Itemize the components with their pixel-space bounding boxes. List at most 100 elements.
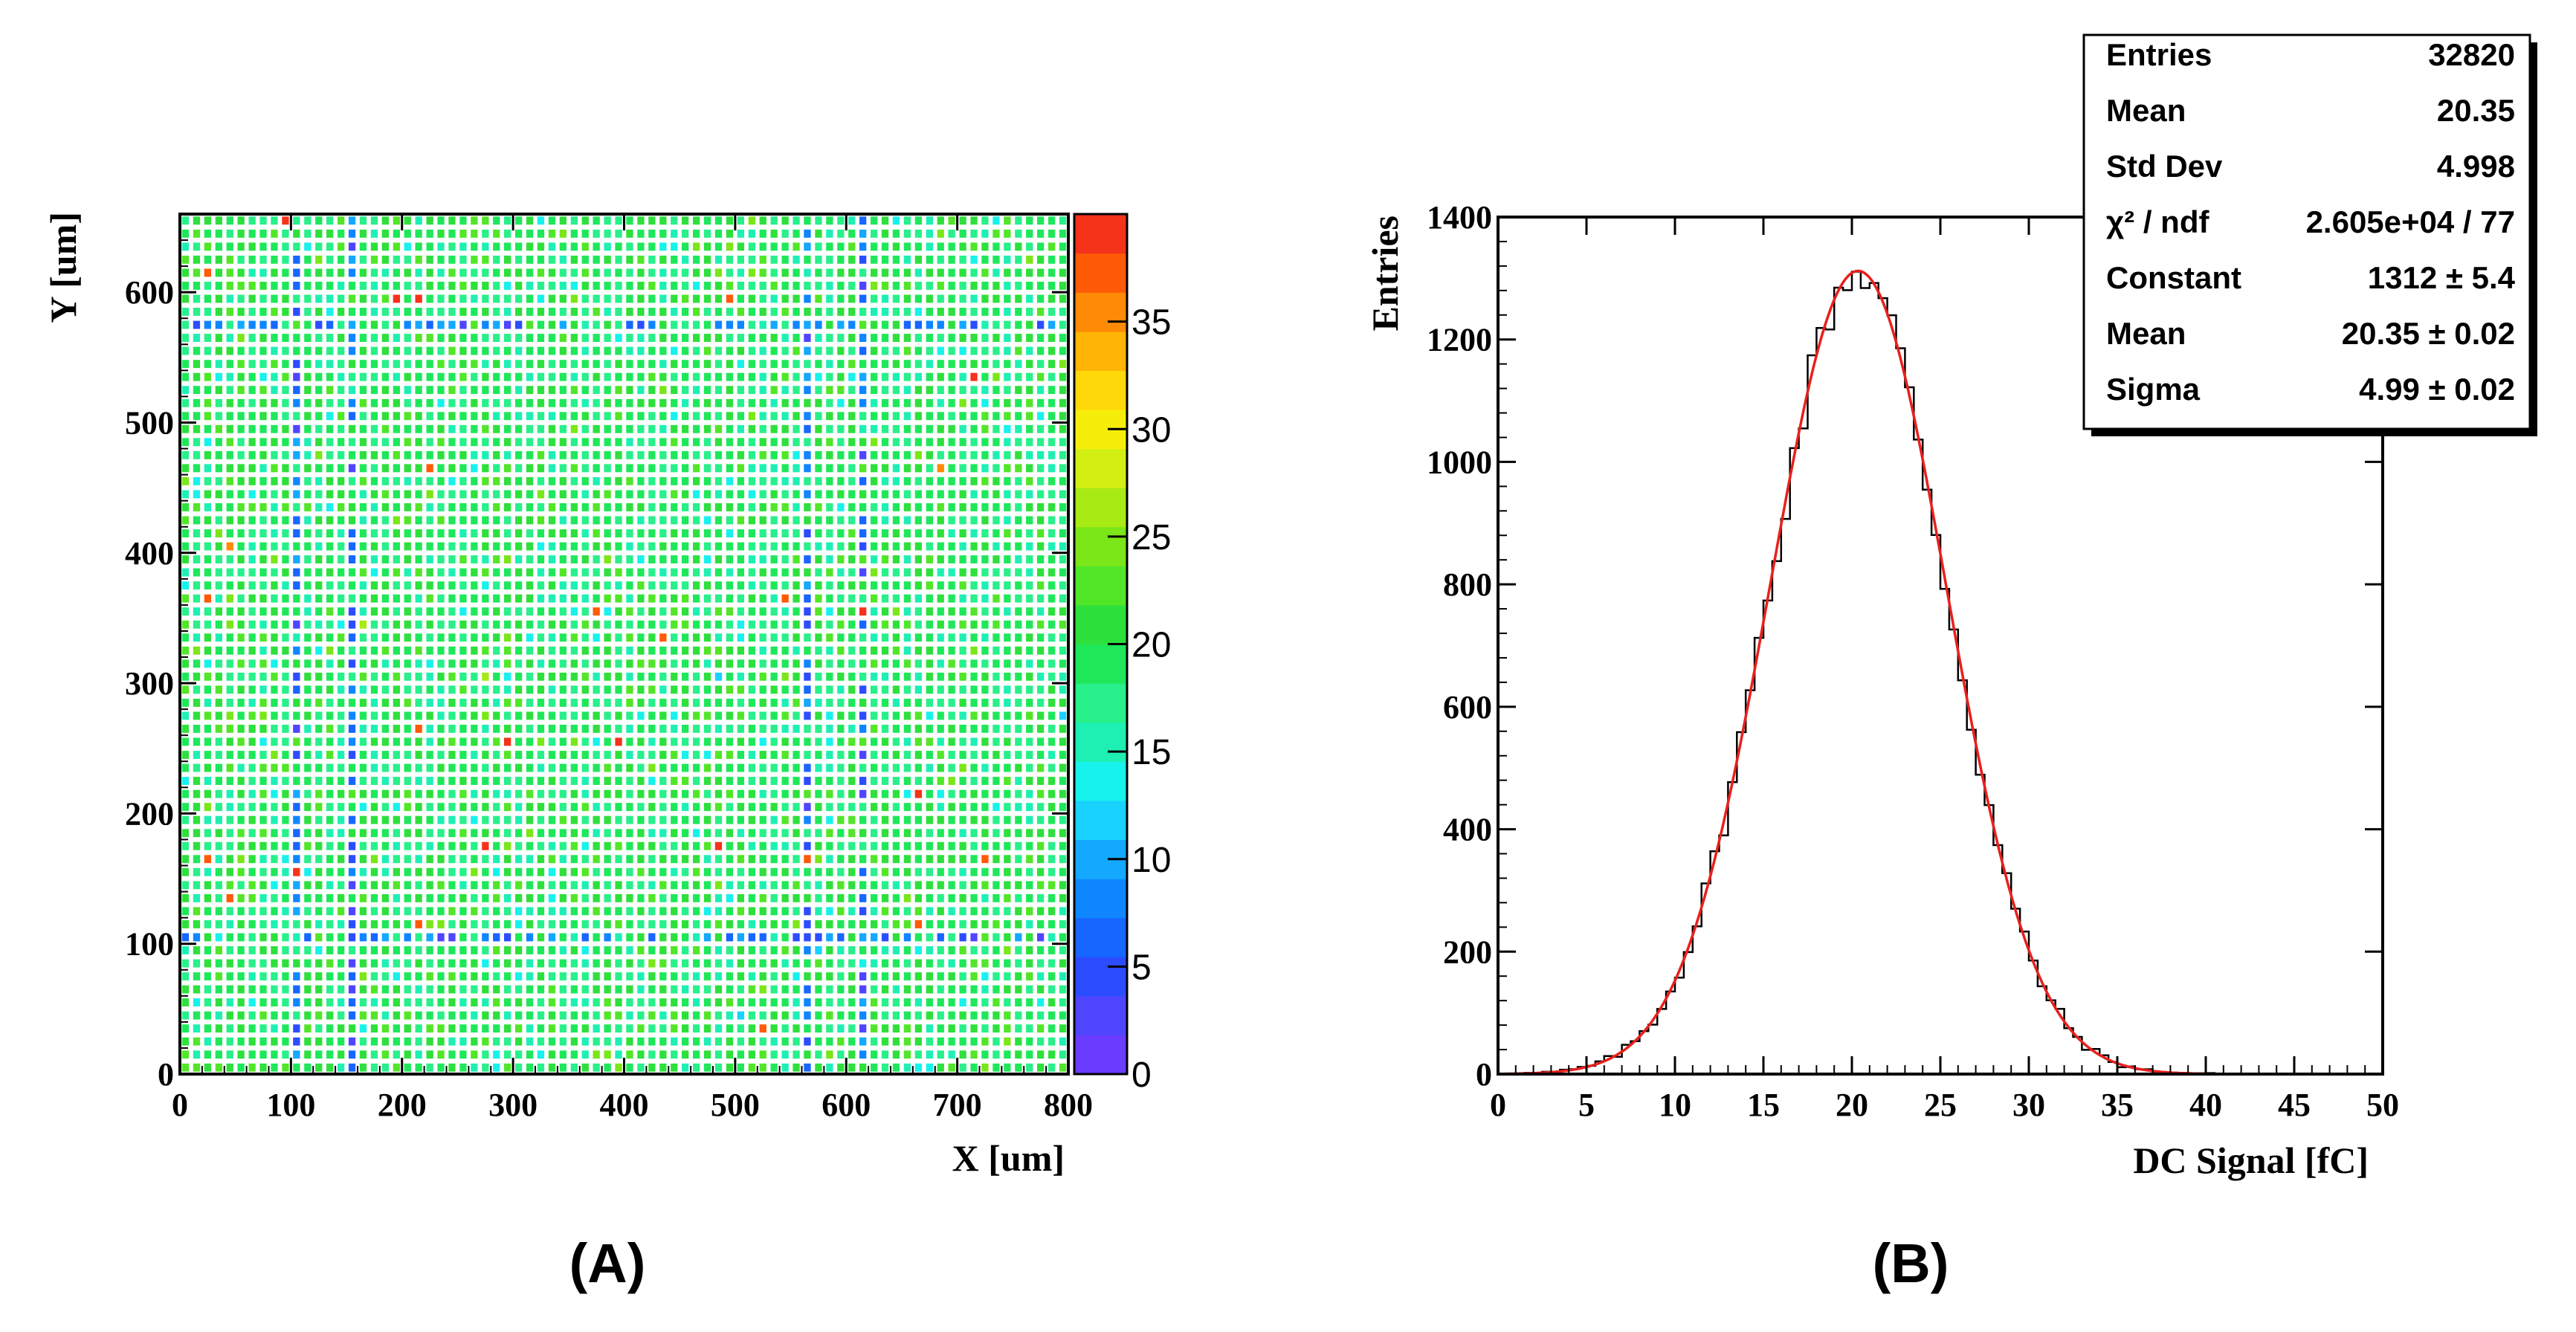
heatmap-cell [914,959,922,968]
heatmap-cell [726,803,734,812]
heatmap-cell [593,946,600,954]
heatmap-cell [448,803,456,812]
heatmap-cell [682,881,689,890]
heatmap-cell [548,1050,556,1059]
heatmap-cell [459,529,467,537]
heatmap-cell [326,581,334,590]
heatmap-cell [659,594,667,603]
heatmap-cell [515,398,523,407]
heatmap-cell [659,672,667,681]
heatmap-cell [181,881,190,890]
heatmap-cell [237,920,245,928]
heatmap-cell [793,529,800,537]
heatmap-cell [426,490,433,499]
heatmap-cell [703,412,711,421]
heatmap-cell [293,372,300,381]
heatmap-cell [937,777,944,785]
heatmap-cell [248,699,256,707]
heatmap-cell [493,372,500,381]
heatmap-cell [693,294,700,303]
heatmap-cell [448,946,456,954]
heatmap-cell [193,464,201,473]
heatmap-cell [804,594,811,603]
heatmap-cell [226,216,233,225]
heatmap-cell [826,320,833,329]
heatmap-cell [259,646,267,655]
heatmap-cell [892,620,900,629]
heatmap-cell [426,659,433,668]
heatmap-cell [804,1037,811,1046]
heatmap-cell [526,1063,534,1072]
heatmap-cell [914,476,922,485]
heatmap-cell [482,360,489,369]
heatmap-cell [648,581,656,590]
heatmap-cell [615,216,622,225]
heatmap-cell [482,1063,489,1072]
heatmap-cell [482,334,489,342]
heatmap-cell [515,581,523,590]
heatmap-cell [471,711,478,720]
heatmap-cell [359,581,367,590]
heatmap-cell [248,516,256,525]
heatmap-cell [259,725,267,733]
heatmap-cell [815,216,822,225]
heatmap-cell [393,334,400,342]
heatmap-cell [637,294,645,303]
heatmap-cell [248,464,256,473]
heatmap-cell [504,607,511,616]
heatmap-cell [981,620,989,629]
heatmap-cell [271,633,278,642]
heatmap-cell [671,424,678,433]
heatmap-cell [881,438,889,447]
heatmap-cell [448,216,456,225]
heatmap-cell [370,320,378,329]
heatmap-cell [581,699,589,707]
heatmap-cell [181,542,190,551]
heatmap-cell [581,268,589,277]
heatmap-cell [659,1063,667,1072]
heatmap-cell [970,346,978,355]
heatmap-cell [604,360,611,369]
heatmap-cell [482,633,489,642]
heatmap-cell [637,360,645,369]
heatmap-cell [937,360,944,369]
heatmap-cell [693,841,700,850]
heatmap-cell [393,933,400,942]
heatmap-cell [703,555,711,563]
heatmap-cell [992,1063,1000,1072]
heatmap-cell [948,334,955,342]
heatmap-cell [992,959,1000,968]
heatmap-cell [859,320,867,329]
heatmap-cell [1004,503,1011,511]
heatmap-cell [826,568,833,577]
heatmap-cell [493,881,500,890]
heatmap-cell [426,633,433,642]
heatmap-cell [404,308,411,316]
heatmap-cell [970,516,978,525]
heatmap-cell [181,985,190,994]
heatmap-cell [315,659,323,668]
heatmap-cell [937,438,944,447]
heatmap-cell [338,229,345,238]
heatmap-cell [948,633,955,642]
heatmap-cell [659,450,667,459]
heatmap-cell [1015,646,1022,655]
heatmap-cell [648,255,656,264]
heatmap-cell [804,893,811,902]
heatmap-cell [526,998,534,1006]
heatmap-cell [559,646,566,655]
heatmap-cell [226,450,233,459]
heatmap-cell [482,907,489,916]
heatmap-cell [259,803,267,812]
heatmap-cell [626,685,633,694]
heatmap-cell [215,346,222,355]
heatmap-cell [482,855,489,864]
heatmap-cell [226,503,233,511]
heatmap-cell [548,893,556,902]
heatmap-cell [914,685,922,694]
heatmap-cell [581,685,589,694]
heatmap-cell [271,490,278,499]
heatmap-cell [859,959,867,968]
heatmap-cell [737,542,744,551]
heatmap-cell [992,476,1000,485]
